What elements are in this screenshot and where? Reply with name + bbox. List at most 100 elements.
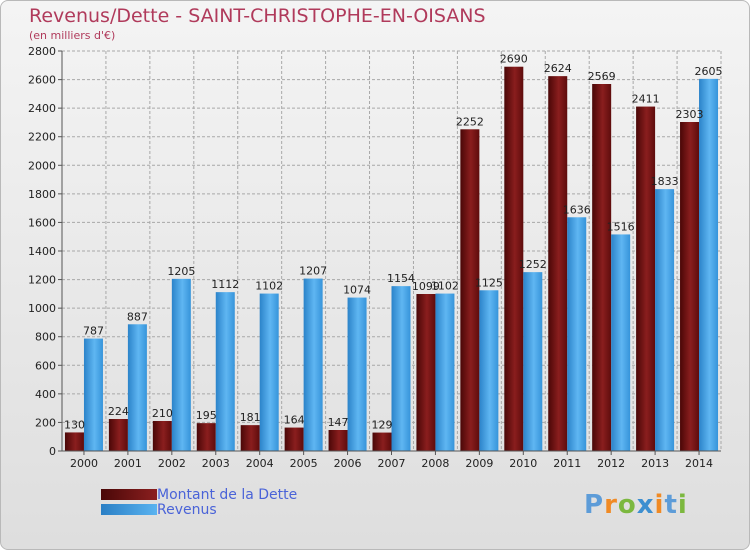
x-tick-label: 2013	[641, 457, 669, 470]
x-tick-label: 2011	[553, 457, 581, 470]
y-tick-label: 1000	[28, 302, 56, 315]
bar-montant-de-la-dette-2013	[636, 106, 656, 452]
y-tick-label: 1800	[28, 188, 56, 201]
bar-montant-de-la-dette-2010	[504, 66, 524, 451]
y-tick-label: 1400	[28, 245, 56, 258]
y-tick-label: 2800	[28, 45, 56, 58]
bar-chart: 0 200 400 600 800 1000 1200 1400 1600 1800 2000 220…	[28, 45, 723, 470]
data-label: 1112	[211, 278, 239, 291]
bar-revenus-2003	[215, 292, 235, 451]
data-label: 2605	[695, 65, 723, 78]
x-tick-label: 2009	[465, 457, 493, 470]
bar-revenus-2014	[699, 78, 719, 451]
legend-label-revenus: Revenus	[157, 502, 217, 518]
y-tick-label: 2400	[28, 102, 56, 115]
labels-layer: 130 224 210 195 181 164 147 129 1099 2252 2690 2624…	[64, 53, 723, 432]
data-label: 195	[196, 409, 217, 422]
bar-montant-de-la-dette-2001	[108, 419, 128, 451]
data-label: 1207	[299, 265, 327, 278]
bar-revenus-2004	[259, 293, 279, 451]
y-tick-label: 200	[35, 416, 56, 429]
x-tick-label: 2014	[685, 457, 713, 470]
data-label: 1516	[607, 220, 635, 233]
y-tick-label: 2000	[28, 159, 56, 172]
x-tick-label: 2004	[246, 457, 274, 470]
data-label: 181	[240, 411, 261, 424]
bar-revenus-2006	[347, 297, 367, 451]
data-label: 887	[127, 310, 148, 323]
y-tick-label: 600	[35, 359, 56, 372]
logo-letter: P	[584, 490, 605, 520]
data-label: 2252	[456, 115, 484, 128]
bar-montant-de-la-dette-2009	[460, 129, 480, 452]
data-label: 1099	[412, 280, 440, 293]
y-tick-label: 2200	[28, 131, 56, 144]
bar-montant-de-la-dette-2003	[196, 423, 216, 451]
bar-montant-de-la-dette-2008	[416, 294, 436, 451]
bar-revenus-2010	[523, 272, 543, 451]
logo-letter: r	[604, 490, 618, 520]
data-label: 1102	[255, 280, 283, 293]
x-tick-label: 2010	[509, 457, 537, 470]
logo-letter: o	[617, 490, 637, 520]
logo-letter: i	[677, 490, 688, 520]
y-tick-label: 800	[35, 331, 56, 344]
bar-montant-de-la-dette-2004	[240, 425, 260, 451]
y-tick-label: 1600	[28, 216, 56, 229]
bar-montant-de-la-dette-2007	[372, 432, 392, 451]
data-label: 1154	[387, 272, 415, 285]
bar-revenus-2007	[391, 286, 411, 451]
proxiti-logo: Proxiti	[584, 490, 688, 520]
bars-layer	[64, 66, 719, 452]
logo-letter: t	[664, 490, 678, 520]
legend-swatch-revenus	[101, 504, 157, 515]
y-tick-label: 0	[49, 445, 56, 458]
bar-montant-de-la-dette-2006	[328, 430, 348, 451]
data-label: 2303	[676, 108, 704, 121]
logo-letter: i	[654, 490, 665, 520]
data-label: 1102	[431, 280, 459, 293]
data-label: 1125	[475, 276, 503, 289]
logo-letter: x	[636, 490, 655, 520]
bar-revenus-2008	[435, 293, 455, 451]
x-tick-label: 2003	[202, 457, 230, 470]
legend-label-dette: Montant de la Dette	[157, 487, 298, 503]
data-label: 164	[284, 414, 305, 427]
bar-revenus-2013	[655, 189, 675, 451]
data-label: 787	[83, 325, 104, 338]
bar-revenus-2005	[303, 278, 323, 451]
x-tick-label: 2001	[114, 457, 142, 470]
legend-swatch-dette	[101, 489, 157, 500]
x-tick-label: 2007	[378, 457, 406, 470]
data-label: 210	[152, 407, 173, 420]
y-tick-label: 1200	[28, 274, 56, 287]
x-tick-label: 2006	[334, 457, 362, 470]
bar-revenus-2011	[567, 217, 587, 451]
legend-item-revenus: Revenus	[101, 502, 401, 518]
bar-revenus-2002	[171, 278, 191, 451]
data-label: 1636	[563, 203, 591, 216]
data-label: 147	[328, 416, 349, 429]
x-tick-label: 2002	[158, 457, 186, 470]
bar-revenus-2009	[479, 290, 499, 451]
bar-montant-de-la-dette-2012	[592, 84, 612, 451]
y-tick-label: 400	[35, 388, 56, 401]
chart-subtitle: (en milliers d'€)	[29, 29, 116, 42]
x-tick-label: 2000	[70, 457, 98, 470]
chart-title: Revenus/Dette - SAINT-CHRISTOPHE-EN-OISA…	[29, 5, 486, 27]
bar-revenus-2012	[611, 234, 631, 451]
bar-montant-de-la-dette-2011	[548, 76, 568, 452]
data-label: 1252	[519, 258, 547, 271]
data-label: 2624	[544, 62, 572, 75]
x-tick-label: 2008	[421, 457, 449, 470]
x-tick-label: 2005	[290, 457, 318, 470]
bar-montant-de-la-dette-2000	[64, 432, 84, 451]
data-label: 1833	[651, 175, 679, 188]
legend-item-dette: Montant de la Dette	[101, 487, 401, 503]
y-tick-label: 2600	[28, 74, 56, 87]
data-label: 129	[372, 419, 393, 432]
x-tick-label: 2012	[597, 457, 625, 470]
data-label: 1074	[343, 284, 371, 297]
data-label: 2411	[632, 93, 660, 106]
